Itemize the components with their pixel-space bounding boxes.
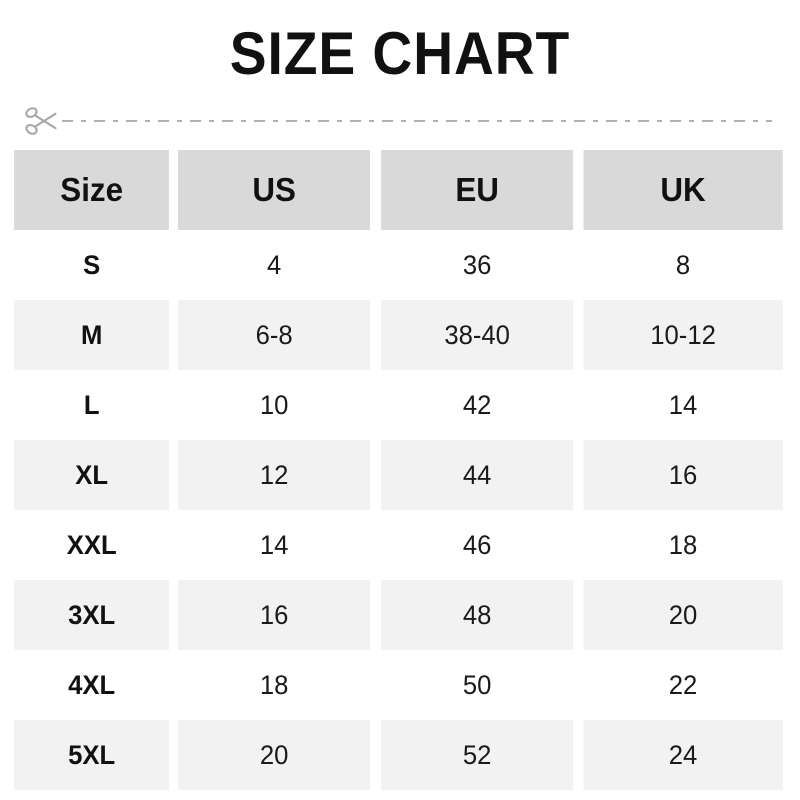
cell-size: M <box>14 300 170 370</box>
cell-size: XXL <box>14 510 170 580</box>
table-row: S 4 36 8 <box>10 230 788 300</box>
table-row: XXL 14 46 18 <box>10 510 788 580</box>
page-title: SIZE CHART <box>229 20 571 87</box>
cell-eu: 44 <box>380 440 573 510</box>
page-title-container: SIZE CHART <box>0 24 800 84</box>
cell-eu: 42 <box>380 370 573 440</box>
cell-size: L <box>14 370 170 440</box>
table-row: 5XL 20 52 24 <box>10 720 788 790</box>
scissors-icon <box>22 103 62 139</box>
table-header-row: Size US EU UK <box>10 150 788 230</box>
cell-uk: 16 <box>583 440 783 510</box>
cell-us: 14 <box>178 510 371 580</box>
cell-us: 6-8 <box>178 300 371 370</box>
cell-uk: 18 <box>583 510 783 580</box>
size-chart-table: Size US EU UK S 4 36 8 M 6-8 38-40 10-12… <box>10 150 788 790</box>
table-row: XL 12 44 16 <box>10 440 788 510</box>
cell-us: 10 <box>178 370 371 440</box>
cut-line-dashes <box>62 120 772 122</box>
cell-size: XL <box>14 440 170 510</box>
column-header-size: Size <box>14 150 170 230</box>
column-header-us: US <box>178 150 371 230</box>
cell-uk: 20 <box>583 580 783 650</box>
column-header-uk: UK <box>583 150 783 230</box>
table-row: 4XL 18 50 22 <box>10 650 788 720</box>
cell-size: 4XL <box>14 650 170 720</box>
cell-uk: 24 <box>583 720 783 790</box>
cell-uk: 8 <box>583 230 783 300</box>
table-row: M 6-8 38-40 10-12 <box>10 300 788 370</box>
cell-us: 12 <box>178 440 371 510</box>
cell-size: 3XL <box>14 580 170 650</box>
cell-uk: 22 <box>583 650 783 720</box>
cell-us: 16 <box>178 580 371 650</box>
table-row: 3XL 16 48 20 <box>10 580 788 650</box>
cell-size: S <box>14 230 170 300</box>
column-header-eu: EU <box>380 150 573 230</box>
cell-eu: 38-40 <box>380 300 573 370</box>
cell-us: 18 <box>178 650 371 720</box>
cell-eu: 52 <box>380 720 573 790</box>
cell-us: 4 <box>178 230 371 300</box>
table-row: L 10 42 14 <box>10 370 788 440</box>
cut-line <box>22 103 778 139</box>
cell-eu: 36 <box>380 230 573 300</box>
table-header: Size US EU UK <box>10 150 788 230</box>
cell-eu: 50 <box>380 650 573 720</box>
cell-us: 20 <box>178 720 371 790</box>
cell-uk: 10-12 <box>583 300 783 370</box>
table-body: S 4 36 8 M 6-8 38-40 10-12 L 10 42 14 XL… <box>10 230 788 790</box>
cell-eu: 46 <box>380 510 573 580</box>
cell-uk: 14 <box>583 370 783 440</box>
cell-size: 5XL <box>14 720 170 790</box>
cell-eu: 48 <box>380 580 573 650</box>
